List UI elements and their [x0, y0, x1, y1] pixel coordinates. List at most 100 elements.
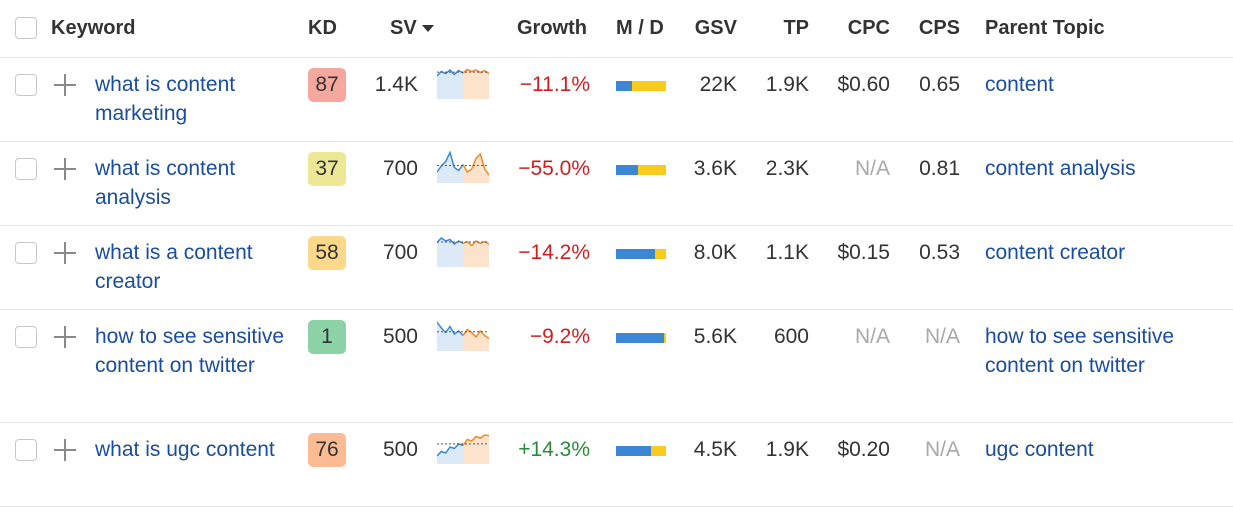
sv-value: 700	[382, 157, 418, 180]
table-row: what is content marketing 87 1.4K −11.1% 22K…	[0, 58, 1233, 142]
add-to-list-icon[interactable]	[54, 74, 76, 96]
sv-value: 500	[382, 325, 418, 348]
kd-badge: 1	[308, 320, 346, 354]
add-to-list-icon[interactable]	[54, 439, 76, 461]
tp-value: 2.3K	[765, 157, 809, 180]
cps-value: N/A	[924, 325, 960, 348]
tp-value: 600	[773, 325, 809, 348]
trend-area	[437, 238, 463, 267]
trend-area	[437, 70, 463, 99]
row-checkbox[interactable]	[15, 242, 37, 264]
md-bar	[616, 165, 666, 175]
sort-desc-icon	[421, 25, 434, 33]
md-bar-mobile	[616, 165, 638, 175]
trend-sparkline	[437, 68, 489, 99]
gsv-value: 3.6K	[693, 157, 737, 180]
cps-value: 0.53	[919, 241, 960, 264]
header-growth[interactable]: Growth	[517, 17, 587, 39]
growth-value: −11.1%	[519, 73, 590, 96]
table-row: how to see sensitive content on twitter 1…	[0, 310, 1233, 423]
parent-topic-link[interactable]: content	[985, 73, 1054, 96]
keyword-link[interactable]: how to see sensitive content on twitter	[95, 325, 285, 377]
sv-value: 500	[382, 438, 418, 461]
md-bar	[616, 81, 666, 91]
tp-value: 1.9K	[765, 73, 809, 96]
sv-value: 1.4K	[374, 73, 418, 96]
parent-topic-link[interactable]: content analysis	[985, 157, 1136, 180]
table-row: what is ugc content 76 500 +14.3% 4.5K 1.9K $0…	[0, 423, 1233, 507]
row-checkbox[interactable]	[15, 439, 37, 461]
header-tp[interactable]: TP	[783, 17, 809, 39]
table-header: Keyword KD SV Growth M / D GSV TP CPC CP…	[0, 0, 1233, 58]
md-bar	[616, 446, 666, 456]
select-all-checkbox[interactable]	[15, 17, 37, 39]
parent-topic-link[interactable]: how to see sensitive content on twitter	[985, 325, 1175, 377]
table-body: what is content marketing 87 1.4K −11.1% 22K…	[0, 58, 1233, 507]
cpc-value: $0.15	[837, 241, 890, 264]
trend-area	[463, 69, 489, 99]
cps-value: N/A	[924, 438, 960, 461]
add-to-list-icon[interactable]	[54, 158, 76, 180]
trend-area	[463, 329, 489, 351]
parent-topic-link[interactable]: content creator	[985, 241, 1126, 264]
cps-value: 0.65	[919, 73, 960, 96]
header-sv-label: SV	[390, 17, 417, 39]
header-gsv[interactable]: GSV	[694, 17, 737, 39]
trend-line	[462, 68, 489, 75]
trend-area	[463, 154, 489, 183]
tp-value: 1.9K	[765, 438, 809, 461]
cpc-value: N/A	[854, 325, 890, 348]
cpc-value: N/A	[854, 157, 890, 180]
kd-badge: 87	[308, 68, 346, 102]
gsv-value: 22K	[699, 73, 737, 96]
trend-area	[463, 435, 489, 464]
trend-area	[437, 152, 463, 183]
add-to-list-icon[interactable]	[54, 326, 76, 348]
table-row: what is a content creator 58 700 −14.2% 8.0K…	[0, 226, 1233, 310]
trend-line	[437, 237, 464, 245]
trend-area	[437, 322, 463, 351]
cpc-value: $0.20	[837, 438, 890, 461]
kd-badge: 37	[308, 152, 346, 186]
kd-badge: 58	[308, 236, 346, 270]
md-bar	[616, 249, 666, 259]
trend-line	[462, 152, 489, 176]
row-checkbox[interactable]	[15, 326, 37, 348]
trend-line	[462, 434, 489, 446]
md-bar	[616, 333, 666, 343]
gsv-value: 8.0K	[693, 241, 737, 264]
row-checkbox[interactable]	[15, 158, 37, 180]
kd-badge: 76	[308, 433, 346, 467]
tp-value: 1.1K	[765, 241, 809, 264]
header-parent-topic[interactable]: Parent Topic	[985, 17, 1105, 39]
trend-line	[437, 68, 464, 77]
header-cps[interactable]: CPS	[918, 17, 960, 39]
keyword-link[interactable]: what is ugc content	[95, 438, 275, 461]
gsv-value: 5.6K	[693, 325, 737, 348]
trend-sparkline	[437, 237, 489, 267]
gsv-value: 4.5K	[693, 438, 737, 461]
md-bar-mobile	[616, 81, 632, 91]
md-bar-mobile	[616, 249, 655, 259]
keyword-link[interactable]: what is content analysis	[95, 157, 236, 209]
keyword-link[interactable]: what is content marketing	[95, 73, 236, 125]
cpc-value: $0.60	[837, 73, 890, 96]
growth-value: −9.2%	[529, 325, 590, 348]
header-sv[interactable]: SV	[390, 14, 434, 43]
cps-value: 0.81	[919, 157, 960, 180]
header-cpc[interactable]: CPC	[847, 17, 890, 39]
header-kd[interactable]: KD	[308, 17, 337, 39]
row-checkbox[interactable]	[15, 74, 37, 96]
header-md[interactable]: M / D	[616, 17, 664, 39]
table-row: what is content analysis 37 700 −55.0% 3.6K 2…	[0, 142, 1233, 226]
md-bar-mobile	[616, 446, 651, 456]
trend-line	[437, 321, 464, 337]
keyword-link[interactable]: what is a content creator	[95, 241, 253, 293]
add-to-list-icon[interactable]	[54, 242, 76, 264]
header-keyword[interactable]: Keyword	[51, 17, 136, 39]
parent-topic-link[interactable]: ugc content	[985, 438, 1094, 461]
trend-line	[462, 328, 489, 340]
trend-sparkline	[437, 150, 489, 183]
trend-sparkline	[437, 321, 489, 351]
